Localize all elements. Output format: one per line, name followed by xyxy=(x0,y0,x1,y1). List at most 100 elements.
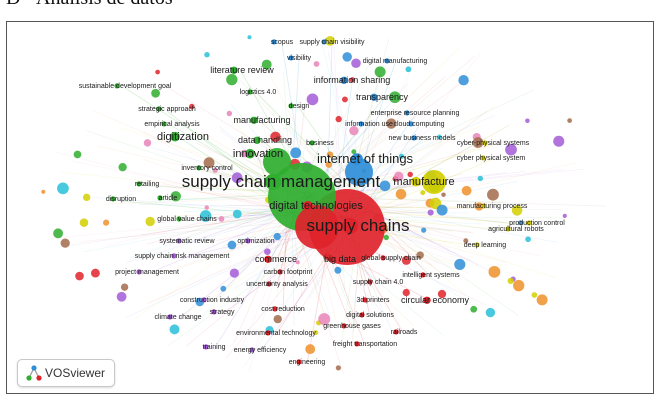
keyword-label[interactable]: agricultural robots xyxy=(488,226,544,233)
keyword-node[interactable] xyxy=(201,297,207,303)
keyword-label[interactable]: engineering xyxy=(289,359,326,366)
keyword-label[interactable]: optimization xyxy=(237,238,274,245)
keyword-label[interactable]: commerce xyxy=(255,254,297,264)
keyword-node[interactable] xyxy=(253,136,261,144)
network-hub-node[interactable] xyxy=(295,205,339,249)
keyword-label[interactable]: intelligent systems xyxy=(402,272,460,279)
keyword-label[interactable]: sustainable development goal xyxy=(79,83,172,90)
keyword-label[interactable]: big data xyxy=(324,254,356,264)
keyword-label[interactable]: global supply chain xyxy=(361,255,421,262)
keyword-label[interactable]: internet of things xyxy=(317,151,414,166)
keyword-node[interactable] xyxy=(156,106,162,112)
keyword-label[interactable]: global value chains xyxy=(157,216,217,223)
keyword-label[interactable]: construction industry xyxy=(180,297,245,304)
keyword-label[interactable]: manufacturing process xyxy=(457,203,528,210)
keyword-node[interactable] xyxy=(272,306,278,312)
keyword-label[interactable]: design xyxy=(289,103,310,110)
keyword-node[interactable] xyxy=(264,255,272,263)
keyword-label[interactable]: uncertainty analysis xyxy=(246,281,308,288)
keyword-node[interactable] xyxy=(196,165,202,171)
keyword-node[interactable] xyxy=(358,121,364,127)
keyword-node[interactable] xyxy=(245,238,251,244)
keyword-label[interactable]: empirical analysis xyxy=(144,121,200,128)
network-hub-node[interactable] xyxy=(263,148,291,176)
keyword-node[interactable] xyxy=(264,173,282,190)
keyword-node[interactable] xyxy=(176,238,182,244)
keyword-node[interactable] xyxy=(481,203,487,209)
keyword-node[interactable] xyxy=(309,140,315,146)
keyword-node[interactable] xyxy=(110,196,116,202)
keyword-label[interactable]: cloud computing xyxy=(394,121,445,128)
keyword-node[interactable] xyxy=(393,329,399,335)
keyword-node[interactable] xyxy=(423,296,431,304)
keyword-label[interactable]: production control xyxy=(509,220,565,227)
keyword-label[interactable]: information use xyxy=(345,121,393,128)
keyword-label[interactable]: data handling xyxy=(238,135,292,145)
keyword-label[interactable]: new business models xyxy=(389,135,456,142)
keyword-label[interactable]: training xyxy=(203,344,226,351)
keyword-label[interactable]: disruption xyxy=(106,196,136,203)
keyword-label[interactable]: cyber physical system xyxy=(457,155,526,162)
keyword-label[interactable]: 3d printers xyxy=(356,297,390,304)
keyword-node[interactable] xyxy=(211,309,217,315)
keyword-label[interactable]: digital technologies xyxy=(269,200,363,212)
keyword-node[interactable] xyxy=(341,217,359,234)
keyword-node[interactable] xyxy=(526,220,532,226)
keyword-node[interactable] xyxy=(351,153,363,166)
keyword-node[interactable] xyxy=(341,323,347,329)
keyword-node[interactable] xyxy=(362,297,368,303)
keyword-node[interactable] xyxy=(411,135,417,141)
network-map-panel[interactable]: scopus supply chain visibility visibility d… xyxy=(6,21,654,394)
keyword-label[interactable]: environmental technology xyxy=(236,330,316,337)
keyword-node[interactable] xyxy=(474,242,480,248)
keyword-label[interactable]: manufacturing xyxy=(233,115,290,125)
keyword-label[interactable]: energy efficiency xyxy=(234,347,287,354)
keyword-label[interactable]: project management xyxy=(115,269,179,276)
keyword-node[interactable] xyxy=(380,255,386,261)
keyword-label[interactable]: information sharing xyxy=(314,75,391,85)
keyword-node[interactable] xyxy=(296,359,302,365)
keyword-label[interactable]: circular economy xyxy=(401,295,470,305)
keyword-label[interactable]: supply chains xyxy=(306,216,409,235)
keyword-node[interactable] xyxy=(328,255,336,263)
keyword-label[interactable]: cost reduction xyxy=(261,306,305,313)
keyword-label[interactable]: cyber-physical systems xyxy=(457,140,530,147)
keyword-node[interactable] xyxy=(265,330,271,336)
keyword-node[interactable] xyxy=(230,66,238,74)
keyword-node[interactable] xyxy=(176,216,182,222)
keyword-node[interactable] xyxy=(277,269,283,275)
keyword-node[interactable] xyxy=(288,55,294,61)
keyword-node[interactable] xyxy=(404,110,410,116)
keyword-node[interactable] xyxy=(480,155,486,161)
keyword-node[interactable] xyxy=(367,279,373,285)
keyword-node[interactable] xyxy=(250,116,258,125)
keyword-node[interactable] xyxy=(505,226,511,232)
keyword-label[interactable]: literature review xyxy=(210,65,274,75)
keyword-node[interactable] xyxy=(420,272,426,278)
keyword-label[interactable]: greenhouse gases xyxy=(323,323,381,330)
keyword-label[interactable]: supply chain visibility xyxy=(300,39,365,46)
keyword-label[interactable]: freight transportation xyxy=(333,341,397,348)
keyword-node[interactable] xyxy=(321,39,327,45)
keyword-label[interactable]: visibility xyxy=(287,55,312,62)
keyword-label[interactable]: retailing xyxy=(135,181,160,188)
keyword-node[interactable] xyxy=(136,269,142,275)
keyword-label[interactable]: inventory control xyxy=(181,165,233,172)
keyword-label[interactable]: railroads xyxy=(391,329,418,336)
keyword-label[interactable]: carbon footprint xyxy=(264,269,313,276)
keyword-node[interactable] xyxy=(114,83,120,89)
keyword-network-map[interactable]: scopus supply chain visibility visibility d… xyxy=(7,22,653,393)
network-hub-node[interactable] xyxy=(345,158,373,186)
keyword-node[interactable] xyxy=(384,58,390,64)
keyword-node[interactable] xyxy=(247,89,253,95)
vosviewer-badge[interactable]: VOSviewer xyxy=(17,359,115,387)
network-hub-node[interactable] xyxy=(422,170,446,194)
keyword-node[interactable] xyxy=(354,341,360,347)
keyword-label[interactable]: innovation xyxy=(233,148,283,160)
keyword-label[interactable]: digital solutions xyxy=(346,312,394,319)
keyword-label[interactable]: scopus xyxy=(271,39,294,46)
keyword-label[interactable]: strategic approach xyxy=(138,106,196,113)
keyword-label[interactable]: deep learning xyxy=(464,242,507,249)
keyword-node[interactable] xyxy=(157,195,163,201)
keyword-label[interactable]: systematic review xyxy=(159,238,215,245)
